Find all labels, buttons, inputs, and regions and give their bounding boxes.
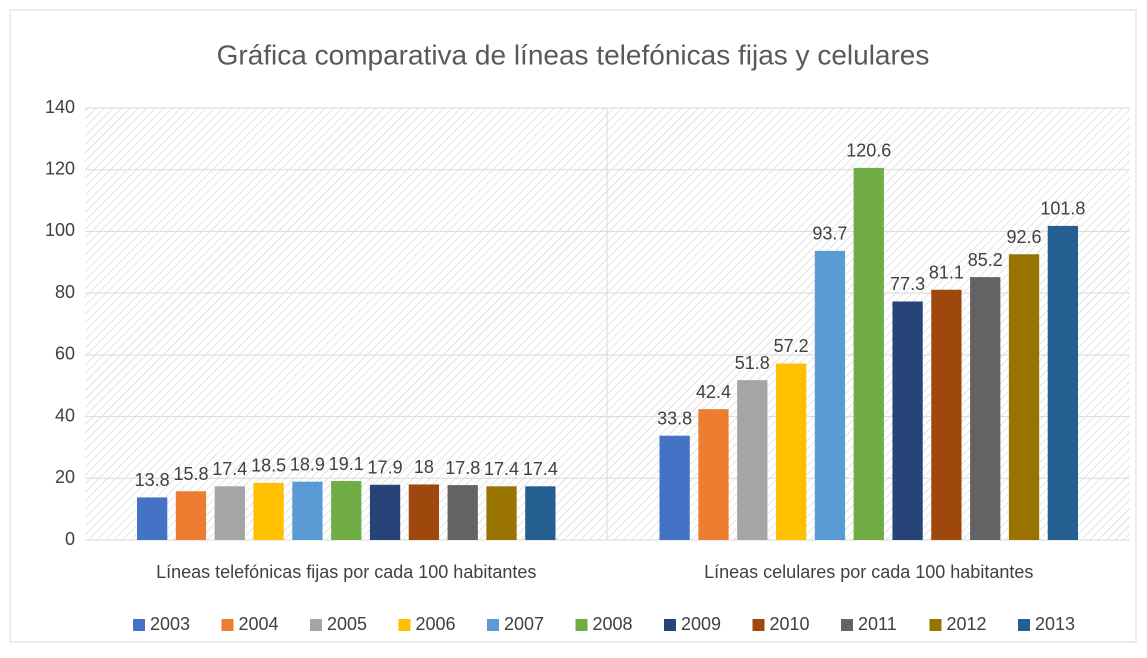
data-label: 51.8 [735,353,770,373]
bar [698,409,729,540]
data-label: 15.8 [173,464,208,484]
legend-label: 2004 [239,614,279,634]
legend-swatch [487,619,499,631]
legend-label: 2009 [681,614,721,634]
data-label: 120.6 [846,141,891,161]
bar [1047,225,1078,541]
data-label: 77.3 [890,274,925,294]
y-tick-label: 20 [55,467,75,487]
data-label: 42.4 [696,382,731,402]
data-label: 57.2 [774,336,809,356]
y-tick-label: 120 [45,158,75,178]
chart-title: Gráfica comparativa de líneas telefónica… [217,39,930,70]
bar [175,491,207,540]
legend-swatch [752,619,765,631]
legend-swatch [575,619,588,631]
y-tick-label: 140 [45,97,75,117]
data-label: 93.7 [812,224,847,244]
data-label: 17.4 [523,459,558,479]
bar [814,250,846,540]
bar [214,486,245,540]
data-label: 19.1 [329,454,364,474]
bar [659,435,690,540]
y-tick-label: 60 [55,344,75,364]
bar [970,277,1001,540]
y-tick-label: 80 [55,282,75,302]
data-label: 17.4 [212,459,247,479]
legend-label: 2007 [504,614,544,634]
bar [892,301,923,540]
data-label: 17.9 [368,458,403,478]
data-label: 17.8 [445,458,480,478]
bar [525,486,556,540]
bar [931,289,962,540]
bar [486,486,517,540]
data-label: 18.9 [290,454,325,474]
data-label: 81.1 [929,262,964,282]
legend-label: 2005 [327,614,367,634]
legend-label: 2013 [1035,614,1075,634]
legend-label: 2003 [150,614,190,634]
y-tick-label: 40 [55,405,75,425]
data-label: 13.8 [135,470,170,490]
bar [137,497,168,540]
data-label: 17.4 [484,459,519,479]
data-label: 18.5 [251,456,286,476]
bar [331,481,362,540]
bar [369,484,401,540]
legend-swatch [221,619,234,631]
data-label: 85.2 [968,250,1003,270]
legend-swatch [1018,619,1030,631]
bar [1008,254,1040,540]
x-tick-label: Líneas celulares por cada 100 habitantes [704,562,1033,582]
y-tick-label: 0 [65,529,75,549]
legend-label: 2008 [593,614,633,634]
data-label: 18 [414,457,434,477]
data-label: 33.8 [657,408,692,428]
bar [775,363,807,540]
legend-swatch [398,619,411,631]
bar [408,484,440,540]
bar [737,380,768,540]
bar [292,481,323,540]
bar [853,167,884,540]
data-label: 101.8 [1040,199,1085,219]
y-tick-label: 100 [45,220,75,240]
legend-label: 2006 [416,614,456,634]
legend-swatch [664,619,676,631]
legend-swatch [133,619,145,631]
x-tick-label: Líneas telefónicas fijas por cada 100 ha… [156,562,536,582]
legend-swatch [310,619,322,631]
legend-swatch [929,619,942,631]
data-label: 92.6 [1007,227,1042,247]
legend-label: 2010 [770,614,810,634]
legend-label: 2012 [947,614,987,634]
legend-swatch [841,619,853,631]
bar [253,482,284,540]
bar [447,485,478,540]
legend-label: 2011 [858,614,897,634]
